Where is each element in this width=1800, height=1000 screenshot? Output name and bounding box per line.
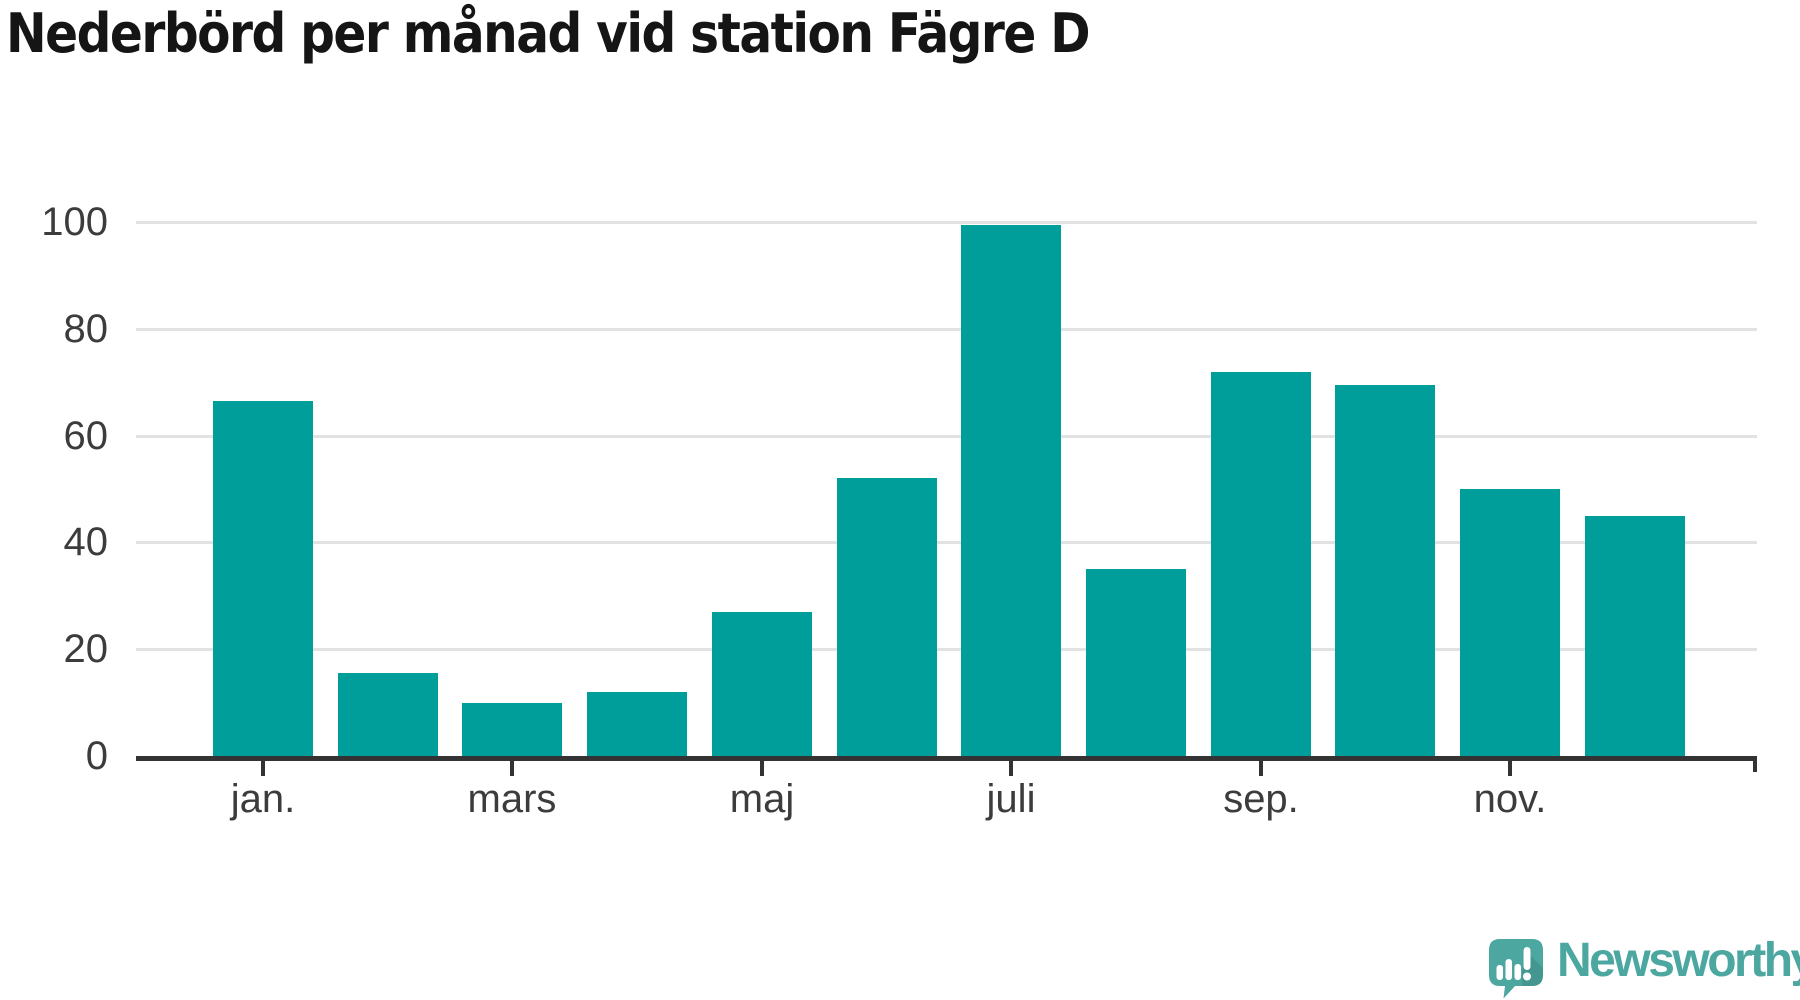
gridline-y-80 (136, 327, 1757, 331)
gridline-y-20 (136, 648, 1757, 652)
gridline-y-60 (136, 434, 1757, 438)
x-tick-mars (510, 760, 514, 776)
gridline-y-40 (136, 541, 1757, 545)
x-axis-endcap (1753, 756, 1757, 772)
bar-aug. (1086, 569, 1186, 756)
x-axis-line (136, 756, 1757, 761)
newsworthy-chart-bubble-icon (1489, 939, 1543, 999)
x-tick-nov. (1508, 760, 1512, 776)
y-axis-tick-label: 20 (63, 627, 109, 672)
y-axis-tick-label: 100 (41, 200, 108, 244)
y-axis-tick-label: 0 (85, 734, 108, 778)
bar-juni (837, 478, 937, 756)
x-axis-tick-label: maj (729, 777, 795, 821)
x-axis-tick-label: juli (986, 777, 1036, 821)
newsworthy-logo: Newsworthy (1489, 934, 1800, 999)
x-axis-tick-label: sep. (1223, 777, 1299, 821)
bar-nov. (1460, 489, 1560, 756)
bar-dec. (1585, 516, 1685, 756)
x-axis-tick-label: mars (467, 777, 557, 821)
gridline-y-100 (136, 221, 1757, 224)
bar-juli (961, 225, 1061, 756)
x-axis-tick-label: nov. (1473, 777, 1547, 821)
bar-maj (712, 612, 812, 756)
newsworthy-logo-text: Newsworthy (1557, 934, 1800, 987)
bar-okt. (1335, 385, 1435, 756)
bar-sep. (1211, 372, 1311, 756)
x-tick-jan. (261, 760, 265, 776)
x-tick-maj (760, 760, 764, 776)
bar-mars (462, 703, 562, 756)
bar-jan. (213, 401, 313, 756)
bar-feb. (338, 673, 438, 756)
y-axis-tick-label: 40 (63, 520, 109, 565)
y-axis-tick-label: 80 (63, 306, 109, 351)
x-tick-juli (1009, 760, 1013, 776)
bar-april (587, 692, 687, 756)
chart-title: Nederbörd per månad vid station Fägre D (6, 2, 1091, 65)
x-axis-tick-label: jan. (230, 777, 296, 821)
x-tick-sep. (1259, 760, 1263, 776)
y-axis-tick-label: 60 (63, 413, 109, 458)
